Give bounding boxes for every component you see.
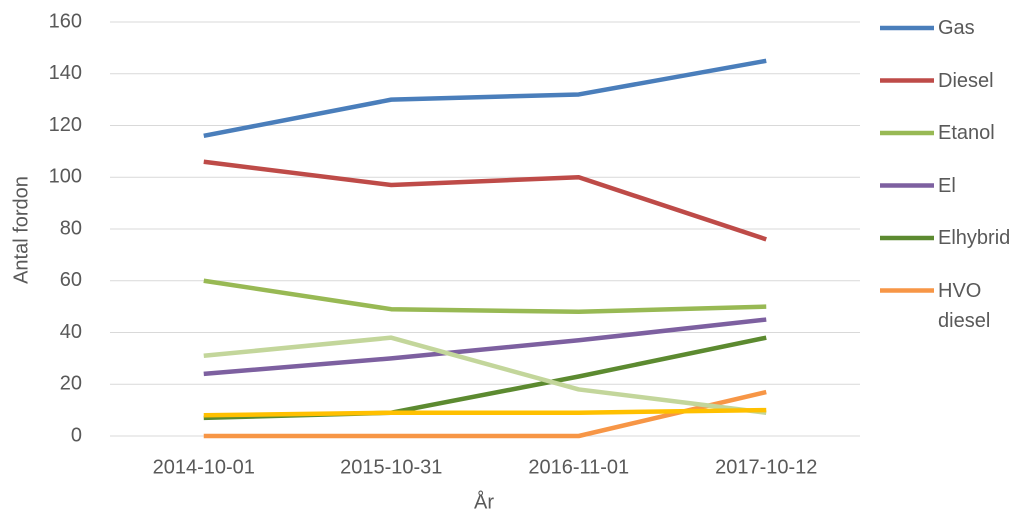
legend-label: Elhybrid xyxy=(938,227,1011,249)
x-tick-label: 2015-10-31 xyxy=(340,456,442,478)
series-line xyxy=(203,58,767,139)
series-line xyxy=(203,335,767,415)
y-tick-label: 0 xyxy=(71,424,82,446)
legend-label: Diesel xyxy=(938,69,994,92)
y-tick-label: 40 xyxy=(60,321,82,343)
series-line xyxy=(203,278,767,315)
series-line xyxy=(203,159,767,242)
series-line xyxy=(203,317,767,377)
y-tick-label: 160 xyxy=(49,10,82,32)
legend-label: HVO diesel xyxy=(938,279,991,332)
x-tick-label: 2016-11-01 xyxy=(528,456,629,478)
x-tick-label: 2014-10-01 xyxy=(153,456,255,478)
y-axis-label: Antal fordon xyxy=(10,176,32,284)
y-tick-label: 100 xyxy=(49,166,82,188)
legend-label: Etanol xyxy=(938,122,995,144)
legend-label: El xyxy=(938,174,956,197)
x-axis-label: År xyxy=(474,490,494,513)
legend-label: Gas xyxy=(938,17,975,39)
y-tick-label: 120 xyxy=(49,114,82,136)
y-tick-label: 60 xyxy=(60,269,82,291)
y-tick-label: 80 xyxy=(60,217,82,239)
y-tick-label: 20 xyxy=(60,373,82,395)
series-line xyxy=(203,407,767,418)
series-line xyxy=(203,389,767,439)
x-tick-label: 2017-10-12 xyxy=(715,456,817,478)
y-tick-label: 140 xyxy=(49,62,82,84)
